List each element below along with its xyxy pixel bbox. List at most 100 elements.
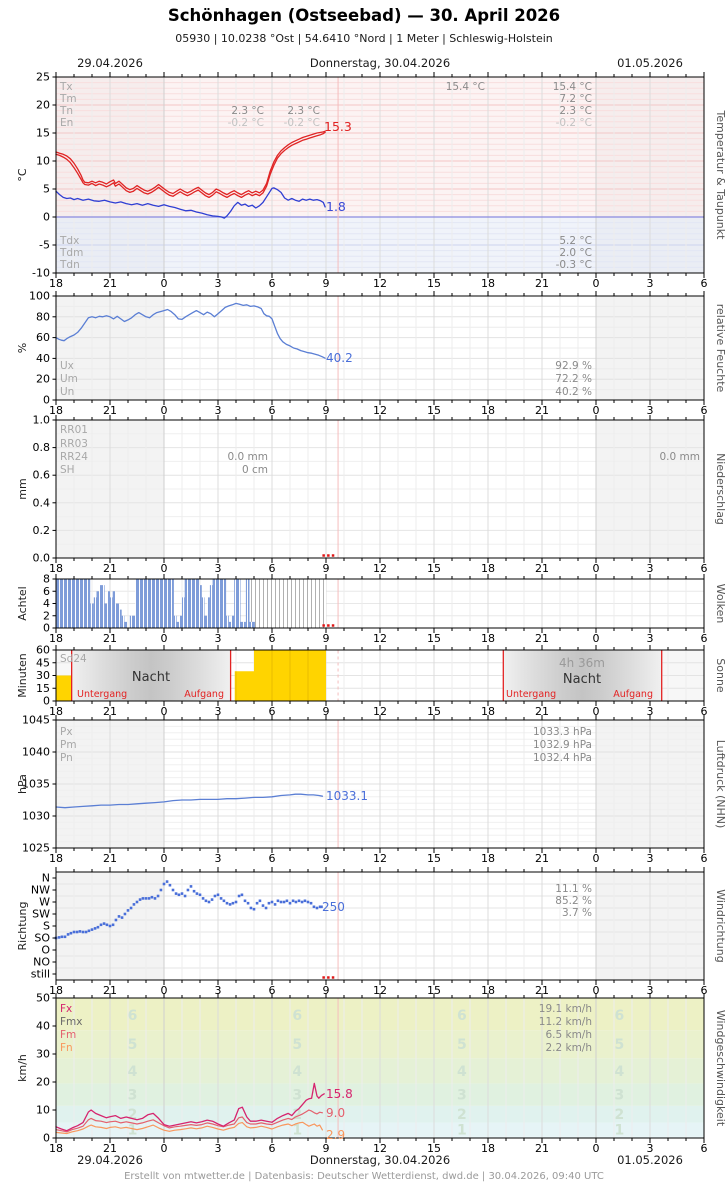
xtick-label: 21 — [103, 852, 117, 865]
cloud-bar — [201, 597, 205, 628]
xtick-label: 21 — [535, 984, 549, 997]
xtick-label: 3 — [647, 705, 654, 718]
wind-direction-dot — [177, 893, 181, 897]
xtick-label: 6 — [269, 632, 276, 645]
annotation: 250 — [322, 900, 345, 914]
annotation: Fm — [60, 1029, 76, 1041]
beaufort-number: 2 — [292, 1107, 302, 1123]
xtick-label: 21 — [535, 705, 549, 718]
xtick-label: 3 — [647, 277, 654, 290]
xtick-label: 0 — [161, 277, 168, 290]
axis-unit-label: hPa — [16, 774, 29, 794]
cloud-bar — [104, 603, 108, 628]
xtick-label: 6 — [701, 562, 708, 575]
wind-direction-dot — [243, 899, 247, 903]
xtick-label: 6 — [269, 852, 276, 865]
xtick-label: 9 — [323, 632, 330, 645]
annotation: SH — [60, 464, 75, 476]
wind-direction-dot — [153, 897, 157, 900]
xtick-label: 6 — [701, 404, 708, 417]
panel-title-right: Temperatur & Taupunkt — [714, 110, 727, 241]
xtick-label: 9 — [323, 1142, 330, 1155]
annotation: Untergang — [506, 689, 556, 700]
xtick-label: 3 — [647, 852, 654, 865]
cloud-bar — [240, 621, 244, 628]
xtick-label: 3 — [215, 1142, 222, 1155]
annotation: Tdx — [59, 235, 79, 247]
credit-line: Erstellt von mtwetter.de | Datenbasis: D… — [124, 1171, 604, 1182]
wind-direction-dot — [219, 897, 223, 900]
sunshine-bar — [254, 650, 326, 701]
annotation: 7.2 °C — [559, 93, 592, 105]
xtick-label: 9 — [323, 852, 330, 865]
beaufort-number: 4 — [292, 1064, 302, 1080]
ytick-label: 60 — [36, 331, 50, 344]
ytick-label: 45 — [36, 656, 50, 669]
wind-direction-dot — [255, 901, 259, 905]
xtick-label: 9 — [323, 562, 330, 575]
annotation: 2.3 °C — [287, 105, 320, 117]
beaufort-number: 5 — [292, 1037, 302, 1053]
ytick-label: 50 — [36, 992, 50, 1005]
xtick-label: 0 — [161, 705, 168, 718]
cloud-bar — [173, 615, 177, 628]
wind-direction-dot — [222, 899, 226, 903]
panel-title-right: Wolken — [714, 584, 727, 624]
night-area — [71, 650, 231, 701]
wind-direction-dot — [57, 936, 61, 939]
xtick-label: 12 — [373, 277, 387, 290]
xtick-label: 0 — [161, 852, 168, 865]
wind-direction-dot — [279, 900, 283, 904]
annotation: 2.9 — [326, 1128, 345, 1142]
xtick-label: 3 — [215, 277, 222, 290]
wind-direction-dot — [294, 900, 298, 904]
annotation: Pn — [60, 752, 73, 764]
xtick-label: 18 — [481, 277, 495, 290]
annotation: 40.2 % — [555, 386, 592, 398]
ytick-label: -10 — [32, 267, 50, 280]
xtick-label: 12 — [373, 1142, 387, 1155]
annotation: 3.7 % — [562, 907, 592, 919]
annotation: 9.0 — [326, 1106, 345, 1120]
cloud-bar — [121, 615, 125, 628]
wind-direction-dot — [108, 924, 112, 928]
wind-direction-dot — [282, 900, 286, 904]
ytick-label: still — [31, 968, 50, 981]
cloud-bar — [129, 615, 133, 628]
xtick-label: 6 — [269, 562, 276, 575]
xtick-label: 21 — [103, 984, 117, 997]
ytick-label: 1040 — [22, 746, 50, 759]
wind-direction-dot — [156, 894, 160, 898]
wind-direction-dot — [171, 888, 175, 892]
wind-direction-dot — [270, 900, 274, 904]
xtick-label: 0 — [593, 852, 600, 865]
cloud-bar — [115, 603, 119, 628]
wind-direction-dot — [114, 918, 118, 922]
ytick-label: 1.0 — [33, 414, 51, 427]
ytick-label: 20 — [36, 373, 50, 386]
ytick-label: 1045 — [22, 714, 50, 727]
xtick-label: 18 — [481, 632, 495, 645]
cloud-bar — [249, 621, 255, 628]
ytick-label: 0 — [43, 1132, 50, 1145]
ytick-label: 0 — [43, 622, 50, 635]
xtick-label: 3 — [647, 632, 654, 645]
ytick-label: 0 — [43, 394, 50, 407]
panel-title-right: Niederschlag — [714, 453, 727, 525]
annotation: Tm — [59, 93, 77, 105]
xtick-label: 0 — [593, 984, 600, 997]
beaufort-number: 6 — [457, 1008, 467, 1024]
annotation: Px — [60, 726, 73, 738]
wind-direction-dot — [102, 922, 106, 925]
xtick-label: 12 — [373, 632, 387, 645]
ytick-label: 0.0 — [33, 552, 51, 565]
wind-direction-dot — [69, 931, 73, 935]
annotation: Fmx — [60, 1016, 82, 1028]
panel-title-right: Luftdruck (NHN) — [714, 740, 727, 829]
xtick-label: 21 — [103, 705, 117, 718]
beaufort-number: 5 — [457, 1037, 467, 1053]
xtick-label: 21 — [535, 1142, 549, 1155]
